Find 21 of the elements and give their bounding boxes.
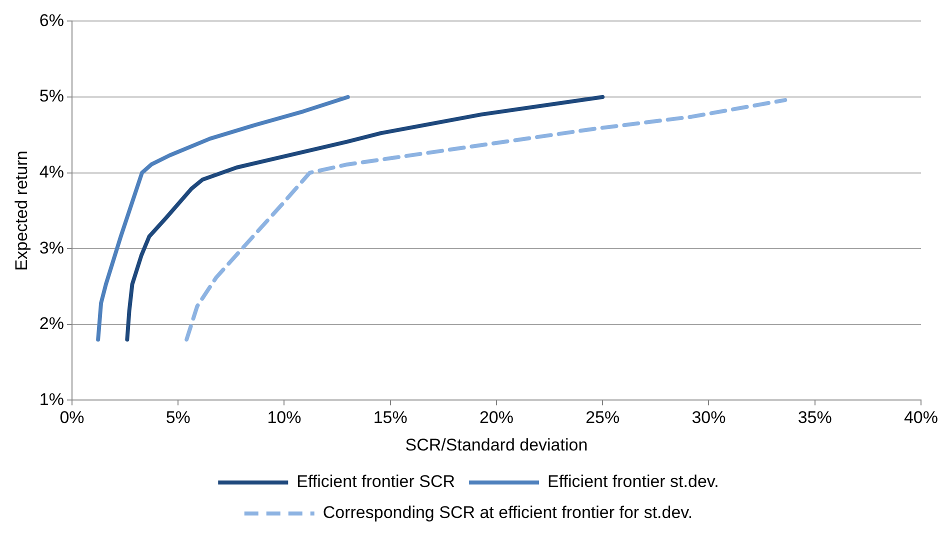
y-tick-label: 2% <box>39 314 64 334</box>
x-tick-label: 30% <box>692 408 726 428</box>
x-tick-label: 25% <box>586 408 620 428</box>
x-tick-label: 0% <box>60 408 84 428</box>
x-tick-label: 40% <box>904 408 938 428</box>
legend-label: Efficient frontier SCR <box>296 472 456 492</box>
y-tick-label: 5% <box>39 86 64 106</box>
y-tick-label: 1% <box>39 390 64 409</box>
y-tick-label: 3% <box>39 238 64 258</box>
y-tick-label: 6% <box>39 10 64 30</box>
line-series <box>184 98 788 342</box>
x-axis-title: SCR/Standard deviation <box>405 435 588 454</box>
x-tick-label: 10% <box>267 408 302 428</box>
x-tick-label: 15% <box>373 408 408 428</box>
legend-label: Corresponding SCR at efficient frontier for st.dev. <box>322 503 693 522</box>
legend-label: Efficient frontier st.dev. <box>548 472 719 492</box>
y-tick-label: 4% <box>39 162 64 182</box>
x-tick-label: 35% <box>798 408 832 428</box>
y-axis-title: Expected return <box>12 150 31 271</box>
x-tick-label: 20% <box>479 408 514 428</box>
x-tick-label: 5% <box>166 408 190 428</box>
